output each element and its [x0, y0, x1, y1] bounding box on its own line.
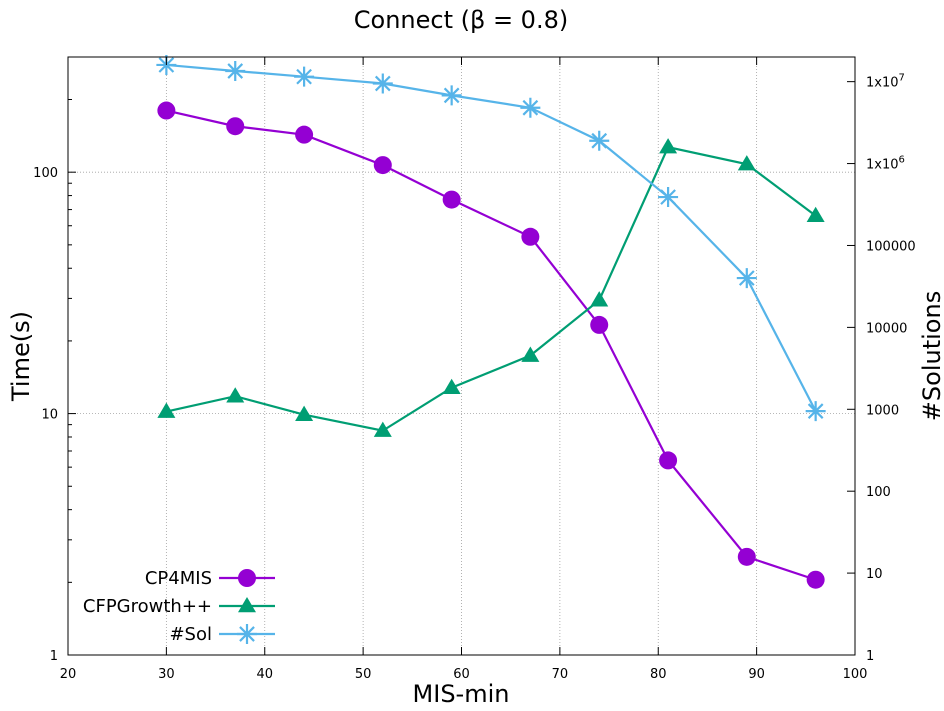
data-point: [590, 315, 609, 334]
y-tick-label: 100: [33, 166, 58, 181]
data-point: [373, 421, 392, 437]
series-line: [166, 145, 817, 432]
series-sol: [156, 54, 826, 422]
data-point: [589, 130, 610, 151]
y2-tick-label: 100: [866, 485, 891, 500]
y2-tick-label: 10000: [866, 321, 907, 336]
x-tick-label: 60: [453, 667, 470, 682]
legend-label: CP4MIS: [145, 568, 212, 589]
data-point: [590, 291, 609, 307]
y2-tick-label: 1000: [866, 403, 899, 418]
y2-axis-title: #Solutions: [918, 291, 944, 421]
data-point: [157, 402, 176, 418]
data-point: [294, 66, 315, 87]
data-point: [737, 547, 756, 566]
data-point: [295, 125, 314, 144]
data-point: [442, 378, 461, 395]
x-tick-label: 100: [843, 667, 868, 682]
data-point: [226, 117, 245, 136]
data-point: [659, 138, 678, 154]
y-axis-title: Time(s): [7, 311, 35, 402]
data-point: [805, 401, 826, 422]
x-tick-label: 70: [552, 667, 569, 682]
data-point: [521, 346, 540, 362]
axis-ticks: 20 30 40 50 60 70 80 90 100110100110100100010000…: [33, 56, 916, 682]
data-point: [442, 190, 461, 209]
legend-swatch-marker: [237, 624, 257, 644]
series-cfpgrowth: [157, 138, 825, 437]
data-point: [295, 405, 314, 421]
y-tick-label: 1: [50, 649, 58, 664]
x-tick-label: 30: [158, 667, 175, 682]
legend-label: #Sol: [169, 624, 212, 645]
data-point: [225, 60, 246, 81]
series-line: [166, 109, 816, 581]
data-point: [373, 156, 392, 175]
y-tick-label: 10: [41, 408, 58, 423]
legend-label: CFPGrowth++: [83, 596, 212, 617]
data-point: [226, 387, 245, 403]
plot-area: [156, 54, 826, 589]
legend-swatch-marker: [238, 597, 256, 613]
legend-swatch-marker: [238, 569, 256, 587]
x-tick-label: 40: [256, 667, 273, 682]
y2-tick-label: 1x107: [866, 73, 905, 91]
series-cp4mis: [157, 101, 825, 589]
data-point: [157, 101, 176, 120]
y2-tick-label: 1: [866, 649, 874, 664]
y2-tick-label: 10: [866, 567, 883, 582]
data-point: [659, 451, 678, 470]
x-tick-label: 90: [748, 667, 765, 682]
x-axis-title: MIS-min: [413, 680, 510, 708]
data-point: [736, 268, 757, 289]
y2-tick-label: 100000: [866, 239, 916, 254]
data-point: [521, 227, 540, 246]
data-point: [372, 73, 393, 94]
legend-item: #Sol: [169, 624, 275, 645]
legend-item: CFPGrowth++: [83, 596, 275, 617]
y2-tick-label: 1x106: [866, 155, 905, 173]
x-tick-label: 50: [355, 667, 372, 682]
legend-item: CP4MIS: [145, 568, 275, 589]
data-point: [737, 155, 756, 171]
data-point: [806, 570, 825, 589]
plot-frame: [67, 56, 856, 656]
data-point: [441, 85, 462, 106]
legend: CP4MIS CFPGrowth++ #Sol: [83, 568, 275, 645]
grid: [68, 57, 855, 655]
data-point: [658, 187, 679, 208]
data-point: [520, 97, 541, 118]
x-tick-label: 80: [650, 667, 667, 682]
data-point: [806, 206, 825, 223]
chart-title: Connect (β = 0.8): [354, 6, 568, 34]
series-line: [166, 63, 817, 412]
x-tick-label: 20: [60, 667, 77, 682]
